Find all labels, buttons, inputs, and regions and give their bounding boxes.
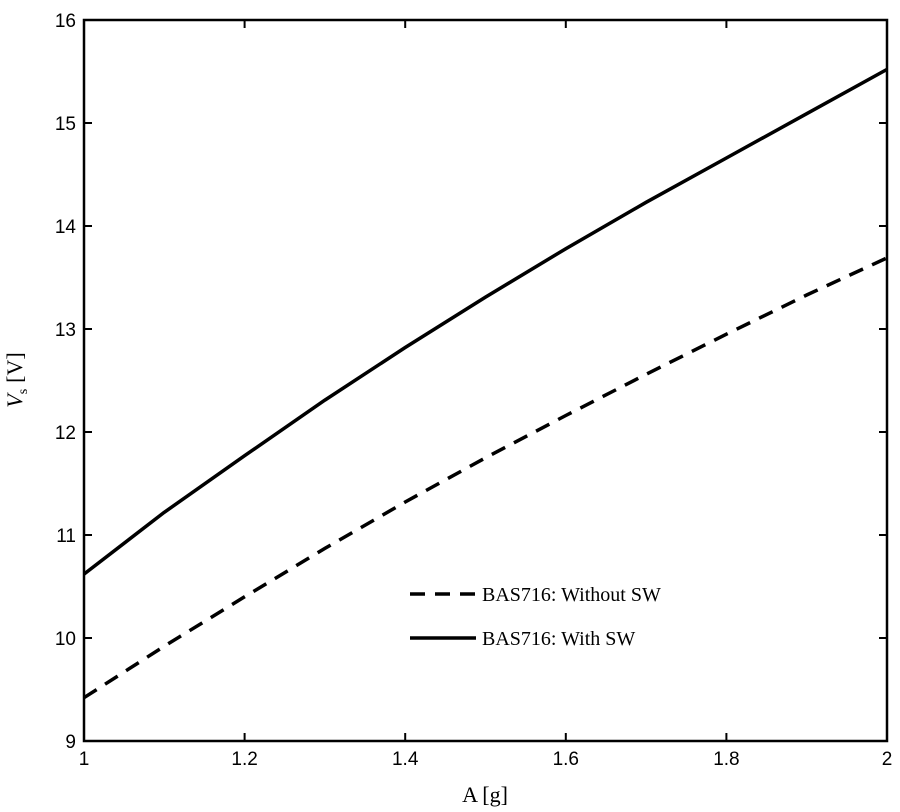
y-tick-label: 9 <box>65 732 76 753</box>
y-tick-label: 12 <box>55 423 76 444</box>
y-axis-label-subscript: s <box>16 389 31 394</box>
x-tick-label: 1.4 <box>392 749 419 770</box>
x-tick-label: 1.2 <box>231 749 257 770</box>
y-tick-label: 14 <box>55 217 77 238</box>
plot-frame <box>82 18 889 743</box>
y-tick-label: 15 <box>55 114 76 135</box>
series-line-1 <box>83 256 888 700</box>
x-axis-label: A [g] <box>462 782 508 807</box>
y-axis-label-unit: [V] <box>2 352 27 383</box>
plot-area <box>84 20 887 741</box>
y-tick-label: 16 <box>55 11 76 32</box>
y-axis-label: Vs [V] <box>2 352 31 407</box>
legend-label-2: BAS716: With SW <box>482 628 635 650</box>
y-tick-label: 11 <box>56 526 76 547</box>
series-line-2 <box>82 67 888 576</box>
legend: BAS716: Without SW BAS716: With SW <box>410 584 661 650</box>
series-layer <box>82 67 888 700</box>
x-tick-label: 1.8 <box>713 749 739 770</box>
y-axis-label-symbol: V <box>2 392 27 408</box>
x-tick-label: 2 <box>882 749 893 770</box>
y-tick-label: 10 <box>55 629 76 650</box>
legend-label-1: BAS716: Without SW <box>482 584 661 606</box>
x-tick-label: 1.6 <box>553 749 579 770</box>
x-tick-label: 1 <box>79 749 90 770</box>
y-tick-label: 13 <box>55 320 76 341</box>
